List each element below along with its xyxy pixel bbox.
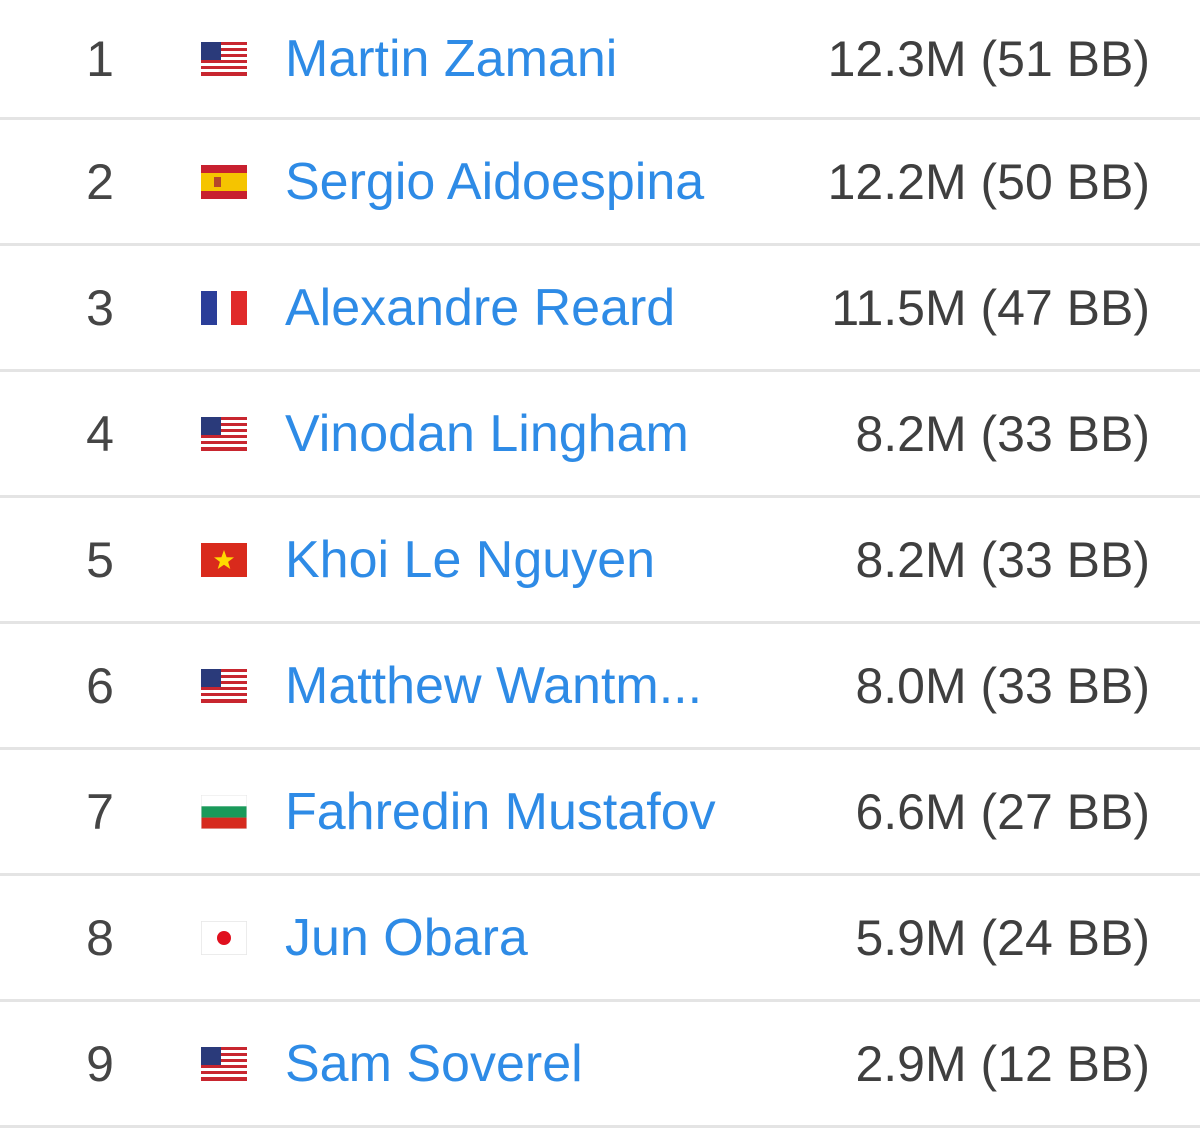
- rank-number: 2: [86, 153, 114, 210]
- us-flag-icon: [201, 416, 247, 451]
- list-item[interactable]: 7 Fahredin Mustafov 6.6M (27 BB): [0, 750, 1200, 876]
- chip-stack: 5.9M (24 BB): [855, 909, 1150, 966]
- rank-number: 7: [86, 783, 114, 840]
- us-flag-icon: [201, 41, 247, 76]
- list-item[interactable]: 9 Sam Soverel 2.9M (12 BB): [0, 1002, 1200, 1128]
- list-item[interactable]: 2 Sergio Aidoespina 12.2M (50 BB): [0, 120, 1200, 246]
- chip-stack: 2.9M (12 BB): [855, 1035, 1150, 1092]
- rank-number: 6: [86, 657, 114, 714]
- player-name-link[interactable]: Alexandre Reard: [285, 278, 676, 337]
- rank-number: 4: [86, 405, 114, 462]
- rank-number: 1: [86, 30, 114, 87]
- rank-number: 9: [86, 1035, 114, 1092]
- list-item[interactable]: 3 Alexandre Reard 11.5M (47 BB): [0, 246, 1200, 372]
- chip-stack: 8.2M (33 BB): [855, 531, 1150, 588]
- rank-number: 5: [86, 531, 114, 588]
- rank-number: 8: [86, 909, 114, 966]
- rank-number: 3: [86, 279, 114, 336]
- spain-flag-icon: [201, 164, 247, 199]
- us-flag-icon: [201, 1046, 247, 1081]
- chip-stack: 6.6M (27 BB): [855, 783, 1150, 840]
- player-name-link[interactable]: Vinodan Lingham: [285, 404, 689, 463]
- japan-flag-icon: [201, 920, 247, 955]
- player-name-link[interactable]: Jun Obara: [285, 908, 528, 967]
- player-name-link[interactable]: Sam Soverel: [285, 1034, 583, 1093]
- player-name-link[interactable]: Khoi Le Nguyen: [285, 530, 656, 589]
- france-flag-icon: [201, 290, 247, 325]
- list-item[interactable]: 4 Vinodan Lingham 8.2M (33 BB): [0, 372, 1200, 498]
- chip-stack: 8.2M (33 BB): [855, 405, 1150, 462]
- chip-stack: 12.2M (50 BB): [827, 153, 1150, 210]
- player-name-link[interactable]: Sergio Aidoespina: [285, 152, 705, 211]
- bulgaria-flag-icon: [201, 794, 247, 829]
- list-item[interactable]: 5 Khoi Le Nguyen 8.2M (33 BB): [0, 498, 1200, 624]
- list-item[interactable]: 1 Martin Zamani 12.3M (51 BB): [0, 0, 1200, 120]
- vietnam-flag-icon: [201, 542, 247, 577]
- list-item[interactable]: 6 Matthew Wantm... 8.0M (33 BB): [0, 624, 1200, 750]
- player-name-link[interactable]: Fahredin Mustafov: [285, 782, 716, 841]
- list-item[interactable]: 8 Jun Obara 5.9M (24 BB): [0, 876, 1200, 1002]
- chip-stack: 11.5M (47 BB): [831, 279, 1150, 336]
- chip-stack: 12.3M (51 BB): [827, 30, 1150, 87]
- chip-stack: 8.0M (33 BB): [855, 657, 1150, 714]
- player-name-link[interactable]: Matthew Wantm...: [285, 656, 703, 715]
- player-name-link[interactable]: Martin Zamani: [285, 29, 618, 88]
- us-flag-icon: [201, 668, 247, 703]
